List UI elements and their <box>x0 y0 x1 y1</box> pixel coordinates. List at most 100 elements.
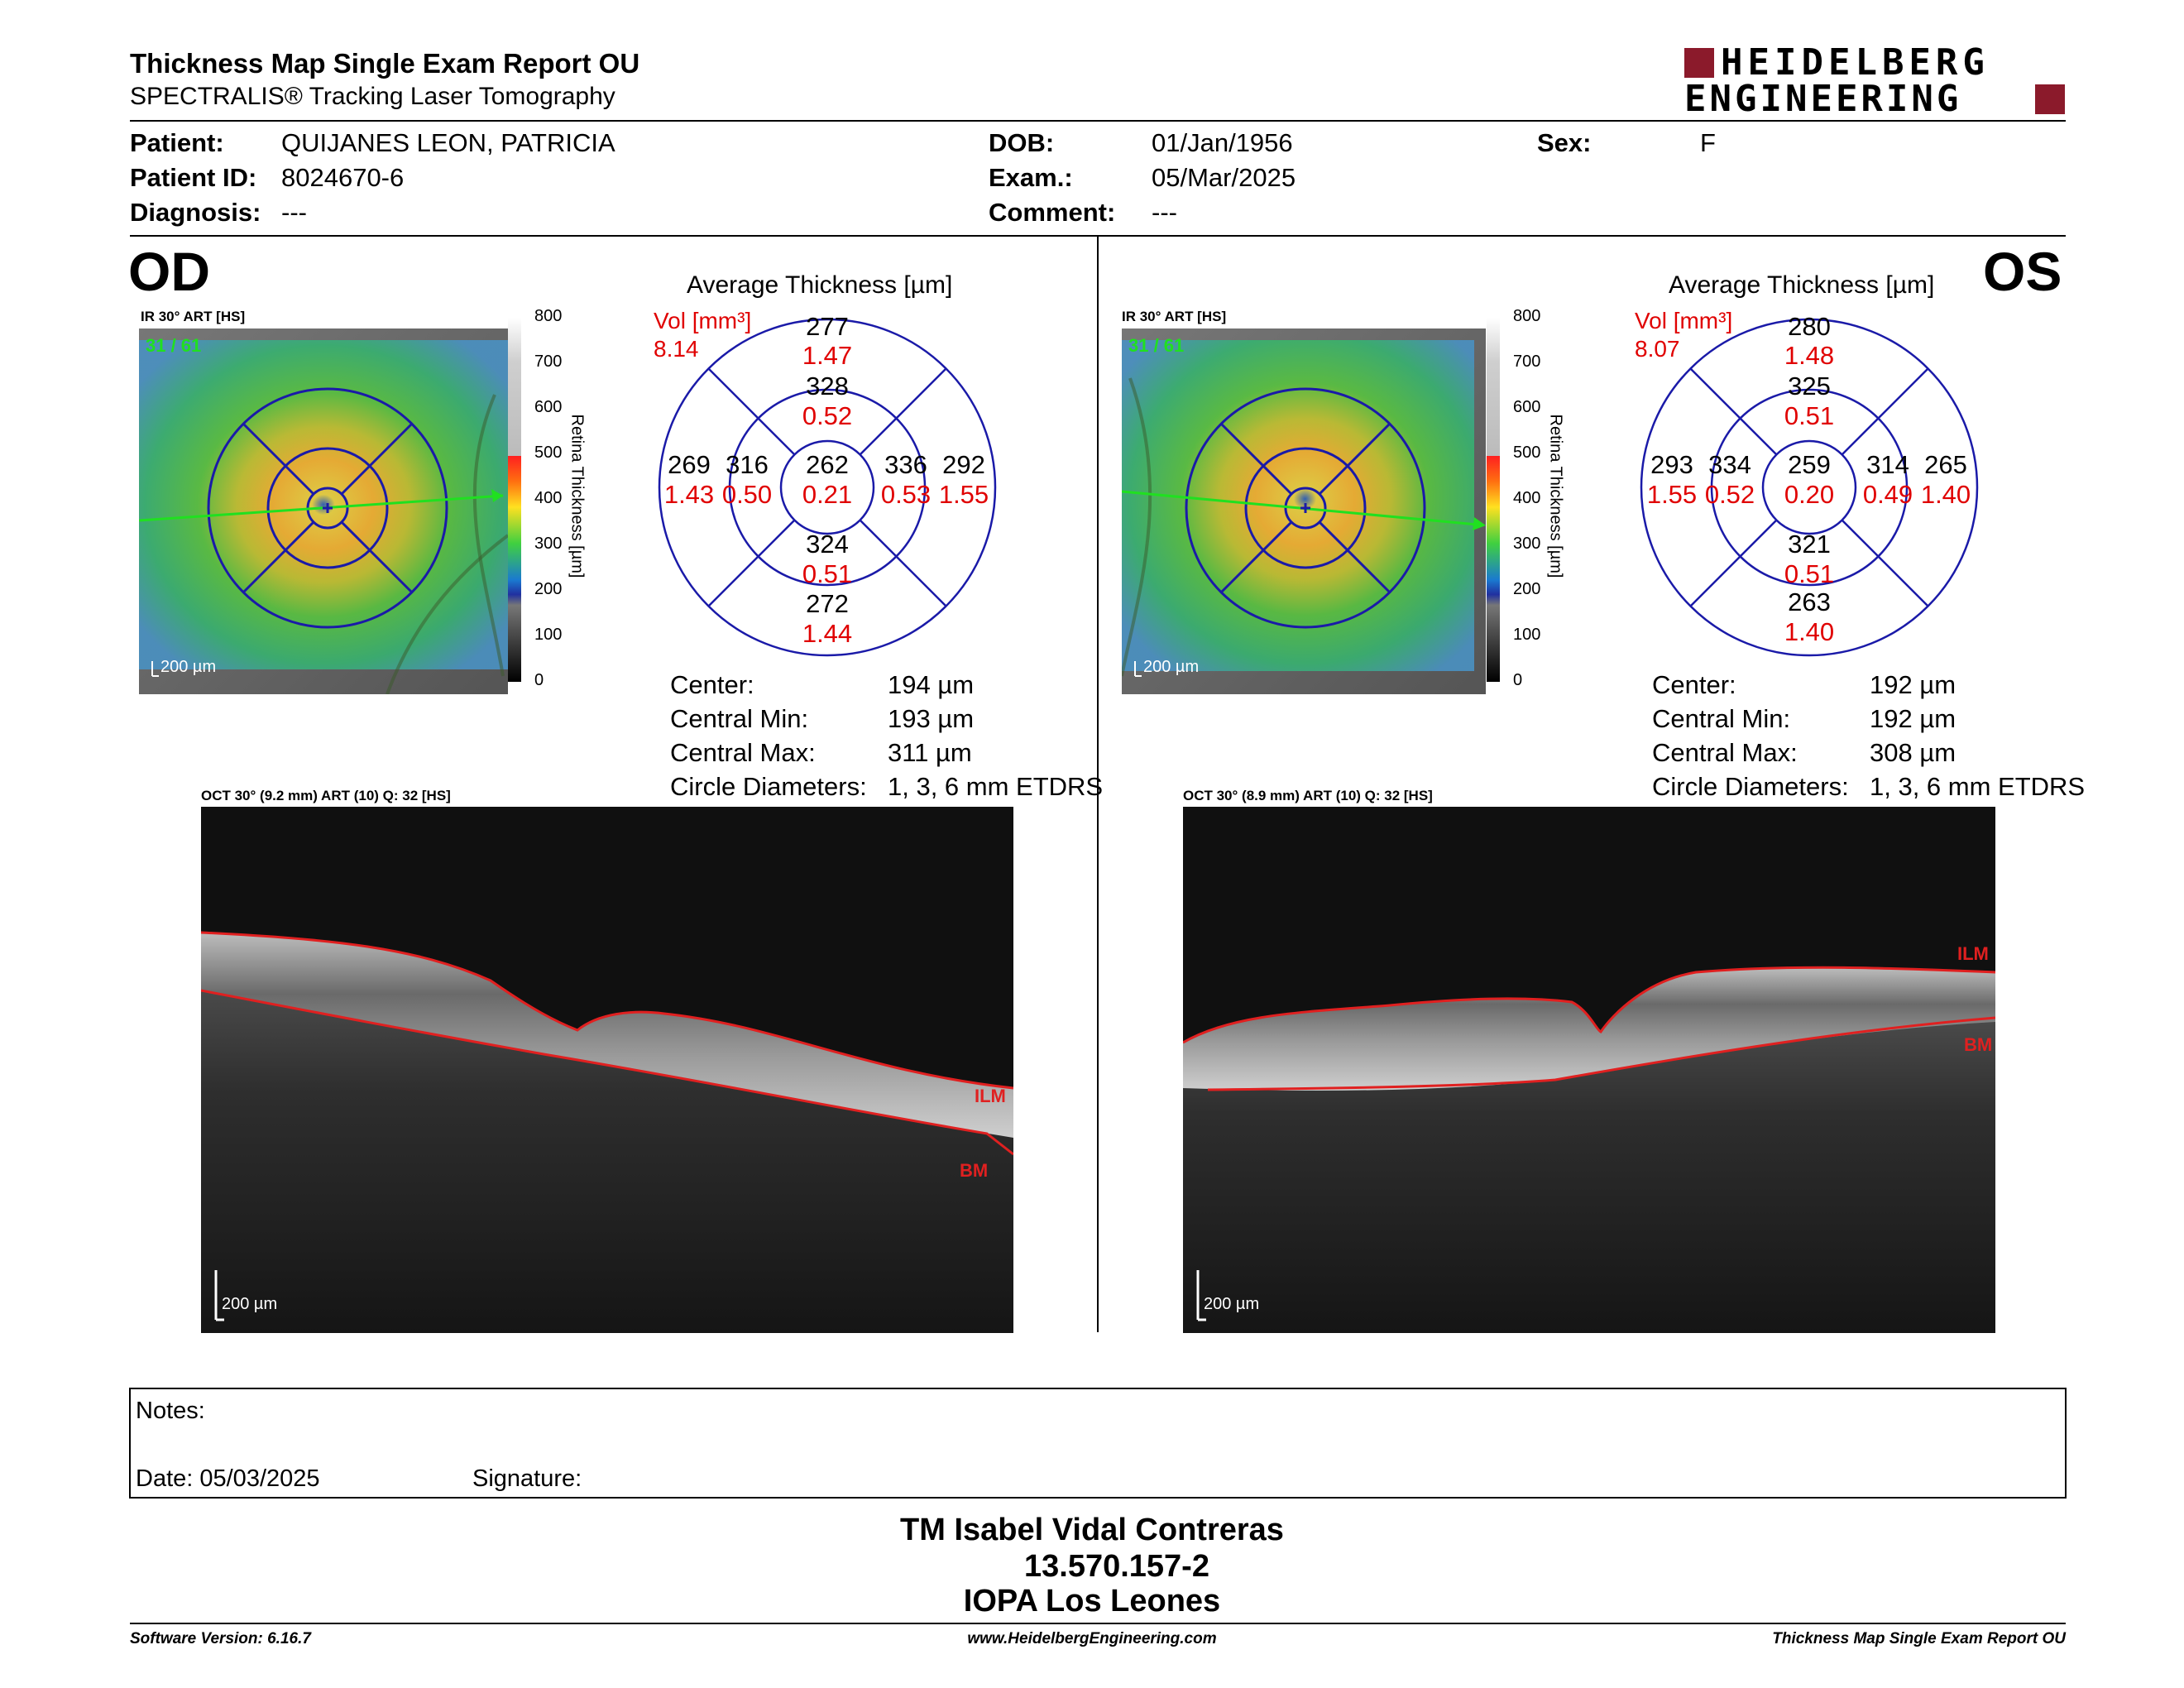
sex: F <box>1700 128 1716 157</box>
os-ilm-label: ILM <box>1957 943 1989 964</box>
os-scale-tick: 200 <box>1513 580 1541 598</box>
os-center-thk: 259 <box>1788 450 1831 479</box>
od-oct-scalebar: 200 µm <box>222 1295 278 1313</box>
od-scalebar: 200 µm <box>160 658 217 676</box>
comment: --- <box>1152 198 1177 227</box>
od-outer-nas-vol: 1.55 <box>938 480 989 509</box>
os-outer-nas-vol: 1.55 <box>1646 480 1698 509</box>
os-scale-title: Retina Thickness [µm] <box>1546 414 1565 578</box>
os-outer-inf-thk: 263 <box>1788 587 1831 616</box>
notes-label: Notes: <box>136 1398 205 1424</box>
od-outer-inf-vol: 1.44 <box>802 619 853 648</box>
os-inner-nas-thk: 334 <box>1708 450 1751 479</box>
os-inner-temp-thk: 314 <box>1866 450 1909 479</box>
od-ir-label: IR 30° ART [HS] <box>141 309 246 324</box>
diagnosis-label: Diagnosis: <box>130 198 261 227</box>
od-oct-label: OCT 30° (9.2 mm) ART (10) Q: 32 [HS] <box>201 788 451 803</box>
sex-label: Sex: <box>1537 128 1592 157</box>
dob: 01/Jan/1956 <box>1152 128 1293 157</box>
os-outer-temp-thk: 265 <box>1924 450 1967 479</box>
signer-name: TM Isabel Vidal Contreras <box>900 1513 1284 1547</box>
os-min-label: Central Min: <box>1652 704 1791 733</box>
dob-label: DOB: <box>989 128 1055 157</box>
os-center-label: Center: <box>1652 670 1736 699</box>
os-inner-sup-thk: 325 <box>1788 372 1831 400</box>
od-scale-tick: 700 <box>534 352 563 371</box>
os-inner-nas-vol: 0.52 <box>1704 480 1755 509</box>
os-center-vol: 0.20 <box>1784 480 1835 509</box>
os-scale-tick: 700 <box>1513 352 1541 371</box>
footer-website[interactable]: www.HeidelbergEngineering.com <box>967 1630 1217 1647</box>
od-center-label: Center: <box>670 670 754 699</box>
od-center-thk: 262 <box>806 450 849 479</box>
os-thickness-map[interactable] <box>1122 328 1486 694</box>
od-outer-sup-thk: 277 <box>806 312 849 341</box>
os-scalebar: 200 µm <box>1143 658 1200 676</box>
od-inner-sup-vol: 0.52 <box>802 401 853 430</box>
os-max-value: 308 µm <box>1870 738 1956 767</box>
od-outer-inf-thk: 272 <box>806 589 849 618</box>
os-grid-title: Average Thickness [µm] <box>1669 271 1935 299</box>
patient-label: Patient: <box>130 128 224 157</box>
os-center-value: 192 µm <box>1870 670 1956 699</box>
od-grid-title: Average Thickness [µm] <box>687 271 953 299</box>
os-frame-counter: 31 / 61 <box>1128 335 1185 356</box>
exam-label: Exam.: <box>989 163 1073 192</box>
od-outer-temp-thk: 269 <box>668 450 711 479</box>
os-vol-label: Vol [mm³] <box>1635 308 1733 333</box>
od-outer-temp-vol: 1.43 <box>663 480 715 509</box>
signature-label: Signature: <box>472 1465 582 1492</box>
logo-line2: ENGINEERING <box>1684 78 1962 120</box>
comment-label: Comment: <box>989 198 1116 227</box>
od-vol-value: 8.14 <box>654 336 699 362</box>
od-inner-inf-vol: 0.51 <box>802 559 853 588</box>
signer-rut: 13.570.157-2 <box>1024 1549 1209 1584</box>
od-inner-temp-thk: 316 <box>726 450 769 479</box>
od-ilm-label: ILM <box>975 1086 1006 1106</box>
patient-name: QUIJANES LEON, PATRICIA <box>281 128 615 157</box>
os-outer-sup-vol: 1.48 <box>1784 341 1835 370</box>
od-inner-nas-vol: 0.53 <box>880 480 932 509</box>
exam-date: 05/Mar/2025 <box>1152 163 1296 192</box>
footer-report: Thickness Map Single Exam Report OU <box>1772 1630 2066 1647</box>
os-inner-temp-vol: 0.49 <box>1862 480 1913 509</box>
od-scale-tick: 200 <box>534 580 563 598</box>
od-scale-tick: 300 <box>534 535 563 553</box>
os-oct-scalebar: 200 µm <box>1204 1295 1260 1313</box>
od-scale-tick: 0 <box>534 671 544 689</box>
os-min-value: 192 µm <box>1870 704 1956 733</box>
od-etdrs-grid <box>658 318 997 657</box>
od-circ-value: 1, 3, 6 mm ETDRS <box>888 772 1104 801</box>
od-vol-label: Vol [mm³] <box>654 308 752 333</box>
heidelberg-logo: HEIDELBERG ENGINEERING <box>1684 41 2065 120</box>
od-min-label: Central Min: <box>670 704 809 733</box>
os-scale-tick: 800 <box>1513 307 1541 325</box>
patient-id-label: Patient ID: <box>130 163 257 192</box>
od-center-vol: 0.21 <box>802 480 853 509</box>
patient-id: 8024670-6 <box>281 163 405 192</box>
os-outer-nas-thk: 293 <box>1650 450 1693 479</box>
od-oct-bscan[interactable] <box>201 807 1013 1333</box>
od-scale-title: Retina Thickness [µm] <box>568 414 587 578</box>
os-scale-tick: 500 <box>1513 444 1541 462</box>
os-circ-value: 1, 3, 6 mm ETDRS <box>1870 772 2086 801</box>
os-color-scale <box>1487 318 1500 682</box>
os-scale-tick: 100 <box>1513 626 1541 644</box>
eye-divider <box>1097 237 1099 1332</box>
od-scale-tick: 800 <box>534 307 563 325</box>
os-max-label: Central Max: <box>1652 738 1798 767</box>
report-subtitle: SPECTRALIS® Tracking Laser Tomography <box>130 83 615 110</box>
od-circ-label: Circle Diameters: <box>670 772 867 801</box>
os-vol-value: 8.07 <box>1635 336 1680 362</box>
os-oct-bscan[interactable] <box>1183 807 1995 1333</box>
od-frame-counter: 31 / 61 <box>146 335 202 356</box>
notes-box[interactable]: Notes: Date: 05/03/2025 Signature: <box>129 1388 2067 1499</box>
od-outer-nas-thk: 292 <box>942 450 985 479</box>
od-color-scale <box>508 318 521 682</box>
os-ir-label: IR 30° ART [HS] <box>1122 309 1227 324</box>
os-inner-inf-thk: 321 <box>1788 530 1831 559</box>
os-inner-sup-vol: 0.51 <box>1784 401 1835 430</box>
notes-date: Date: 05/03/2025 <box>136 1465 320 1492</box>
od-eye-label: OD <box>128 241 210 302</box>
od-thickness-map[interactable] <box>139 328 508 694</box>
